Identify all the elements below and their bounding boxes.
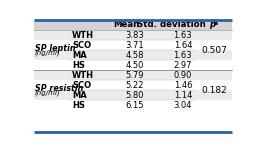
Text: SP leptin: SP leptin (35, 44, 75, 53)
Bar (34, 60, 232, 70)
Text: 1.46: 1.46 (174, 81, 192, 90)
Text: SCO: SCO (72, 81, 91, 90)
Bar (34, 70, 232, 80)
Text: 0.182: 0.182 (201, 86, 227, 95)
Text: 3.71: 3.71 (126, 41, 144, 50)
Text: p: p (209, 20, 215, 29)
Text: 4.58: 4.58 (126, 51, 144, 60)
Text: (ng/ml): (ng/ml) (35, 90, 61, 96)
Text: 5.79: 5.79 (126, 71, 144, 80)
Text: HS: HS (72, 61, 85, 70)
Text: 6.15: 6.15 (126, 101, 144, 110)
Text: MA: MA (72, 51, 87, 60)
Text: MA: MA (72, 91, 87, 100)
Bar (34, 100, 232, 110)
Text: 1.64: 1.64 (174, 41, 192, 50)
Text: WTH: WTH (72, 31, 94, 40)
Bar (34, 90, 232, 100)
Text: 0.90: 0.90 (174, 71, 192, 80)
Bar (34, 20, 232, 30)
Bar (34, 80, 232, 90)
Text: 5.80: 5.80 (126, 91, 144, 100)
Text: HS: HS (72, 101, 85, 110)
Text: Std. deviation: Std. deviation (137, 20, 206, 29)
Text: 5.22: 5.22 (126, 81, 144, 90)
Text: SP resistin: SP resistin (35, 84, 83, 93)
Bar (34, 30, 232, 40)
Bar (34, 40, 232, 50)
Text: a: a (214, 21, 218, 26)
Text: 2.97: 2.97 (174, 61, 192, 70)
Text: (ng/ml): (ng/ml) (35, 50, 61, 56)
Text: WTH: WTH (72, 71, 94, 80)
Text: 4.50: 4.50 (126, 61, 144, 70)
Text: 3.04: 3.04 (174, 101, 192, 110)
Text: 1.14: 1.14 (174, 91, 192, 100)
Bar (34, 50, 232, 60)
Text: 0.507: 0.507 (201, 46, 227, 55)
Text: 1.63: 1.63 (173, 31, 192, 40)
Text: 3.83: 3.83 (125, 31, 144, 40)
Text: 1.63: 1.63 (173, 51, 192, 60)
Text: Mean: Mean (114, 20, 140, 29)
Text: SCO: SCO (72, 41, 91, 50)
